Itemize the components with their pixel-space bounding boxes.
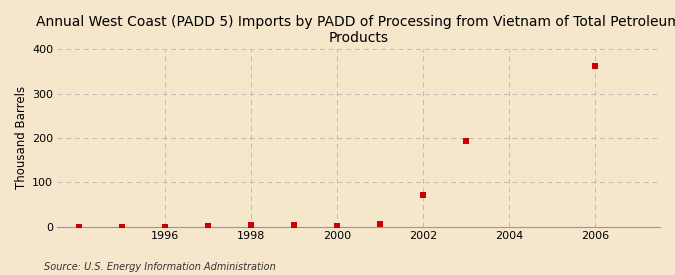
- Point: [202, 224, 213, 228]
- Point: [332, 224, 343, 228]
- Point: [461, 139, 472, 143]
- Point: [375, 222, 385, 226]
- Title: Annual West Coast (PADD 5) Imports by PADD of Processing from Vietnam of Total P: Annual West Coast (PADD 5) Imports by PA…: [36, 15, 675, 45]
- Point: [74, 224, 84, 229]
- Point: [590, 63, 601, 68]
- Point: [160, 224, 171, 229]
- Text: Source: U.S. Energy Information Administration: Source: U.S. Energy Information Administ…: [44, 262, 275, 272]
- Y-axis label: Thousand Barrels: Thousand Barrels: [15, 86, 28, 189]
- Point: [117, 224, 128, 229]
- Point: [289, 222, 300, 227]
- Point: [418, 192, 429, 197]
- Point: [246, 223, 256, 227]
